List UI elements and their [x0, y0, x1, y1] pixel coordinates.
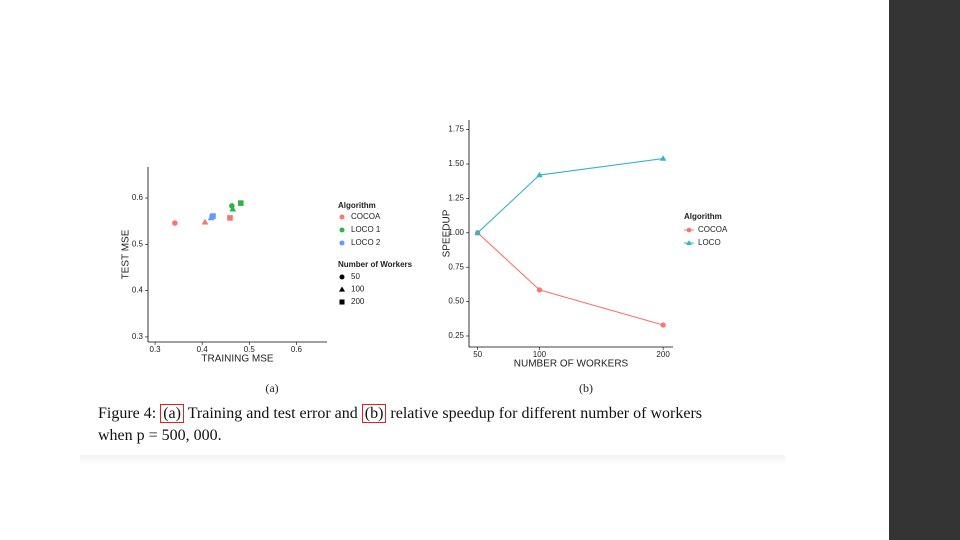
x-axis-title: NUMBER OF WORKERS: [514, 359, 629, 370]
legend-label: LOCO 1: [351, 225, 381, 234]
y-tick-label: 1.00: [448, 228, 464, 237]
legend-label: LOCO: [698, 238, 721, 247]
caption-line: Figure 4: (a) Training and test error an…: [98, 404, 702, 423]
point: [536, 287, 543, 293]
caption-text: relative speedup for different number of…: [390, 405, 702, 422]
legend-swatch: [339, 214, 345, 220]
point: [172, 220, 178, 226]
legend-swatch: [339, 274, 345, 280]
legend-title: Algorithm: [338, 201, 376, 210]
y-tick-label: 0.4: [132, 286, 144, 295]
point: [210, 213, 216, 219]
y-tick-label: 1.50: [448, 159, 464, 168]
x-tick-label: 0.4: [197, 345, 209, 354]
legend-label: COCOA: [351, 212, 381, 221]
point: [229, 205, 237, 212]
legend-swatch: [339, 240, 345, 246]
x-tick-label: 0.5: [244, 345, 256, 354]
y-axis-title: SPEEDUP: [442, 209, 453, 257]
legend-title: Algorithm: [684, 212, 722, 221]
x-tick-label: 200: [656, 350, 670, 359]
legend-swatch: [338, 286, 346, 292]
line: [477, 232, 664, 326]
x-tick-label: 0.3: [150, 345, 162, 354]
point: [201, 218, 209, 225]
point: [474, 229, 481, 236]
figure-shadow: [80, 455, 785, 465]
legend-swatch: [339, 299, 345, 305]
legend-label: 200: [351, 297, 365, 306]
legend-label: LOCO 2: [351, 238, 381, 247]
point: [227, 215, 233, 221]
x-tick-label: 50: [473, 350, 482, 359]
legend-swatch: [339, 227, 345, 233]
point: [660, 322, 666, 328]
point: [237, 200, 244, 206]
y-tick-label: 0.6: [132, 193, 144, 202]
caption-ref: (a): [160, 404, 184, 423]
y-tick-label: 1.75: [448, 125, 464, 134]
y-axis-title: TEST MSE: [121, 229, 132, 279]
subfigure-label: (b): [579, 381, 593, 395]
caption-line: when p = 500, 000.: [98, 427, 222, 444]
point: [659, 155, 667, 161]
caption-text: Training and test error and: [187, 405, 358, 422]
subfigure-label: (a): [265, 381, 278, 395]
legend-label: 50: [351, 272, 360, 281]
legend-label: COCOA: [698, 225, 728, 234]
legend-swatch: [686, 227, 692, 233]
y-tick-label: 0.75: [448, 262, 464, 271]
x-tick-label: 100: [533, 350, 547, 359]
legend-title: Number of Workers: [338, 260, 413, 269]
x-tick-label: 0.6: [291, 345, 303, 354]
caption-text: Figure 4:: [98, 405, 157, 422]
line: [477, 157, 664, 234]
y-tick-label: 0.50: [448, 297, 464, 306]
y-tick-label: 1.25: [448, 194, 464, 203]
legend-swatch: [686, 240, 692, 246]
legend-label: 100: [351, 285, 365, 294]
caption-ref: (b): [361, 404, 387, 423]
y-tick-label: 0.25: [448, 331, 464, 340]
figure: (a) (b) 0.3 0.4 0.5 0.6 0.3 0.4 0.5 0.6 TRAINING…: [121, 120, 728, 395]
point: [536, 171, 543, 178]
side-bar: [889, 0, 960, 540]
x-axis-title: TRAINING MSE: [201, 354, 274, 365]
y-tick-label: 0.5: [132, 239, 144, 248]
y-tick-label: 0.3: [132, 332, 144, 341]
